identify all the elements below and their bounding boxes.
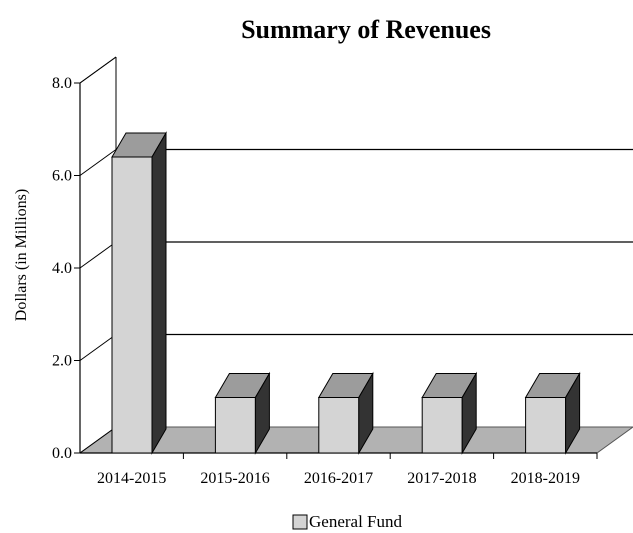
bar-2015-2016-side xyxy=(254,371,270,455)
x-tick-label-2015-2016: 2015-2016 xyxy=(200,470,269,487)
bar-2017-2018-side xyxy=(461,371,477,455)
y-tick-label: 4.0 xyxy=(52,260,72,277)
y-axis-label: Dollars (in Millions) xyxy=(13,189,30,321)
y-tick-label: 6.0 xyxy=(52,168,72,185)
bar-2014-2015-side xyxy=(151,131,167,455)
legend: General Fund xyxy=(292,512,403,531)
chart-title: Summary of Revenues xyxy=(241,15,491,44)
bar-2016-2017-side xyxy=(358,371,374,455)
y-tick-label: 2.0 xyxy=(52,353,72,370)
plot-area: 0.0 2.0 4.0 6.0 8.0 2014-2015 2015-2016 2016-20… xyxy=(52,56,633,487)
bar-2018-2019-front xyxy=(525,397,567,454)
bar-2017-2018-front xyxy=(421,397,463,454)
x-tick-label-2017-2018: 2017-2018 xyxy=(407,470,476,487)
bar-2016-2017-front xyxy=(318,397,360,454)
gridline-depth xyxy=(79,241,117,269)
gridline-depth xyxy=(79,149,117,176)
legend-label-general-fund: General Fund xyxy=(309,512,403,531)
x-tick-label-2016-2017: 2016-2017 xyxy=(304,470,373,487)
x-tick-label-2018-2019: 2018-2019 xyxy=(511,470,580,487)
y-tick-label: 8.0 xyxy=(52,75,72,92)
bar-2014-2015-front xyxy=(111,156,153,454)
gridline-depth xyxy=(79,334,117,361)
bar-2018-2019-side xyxy=(565,371,581,455)
gridline-depth xyxy=(79,426,117,454)
bar-2015-2016-front xyxy=(214,397,256,454)
y-tick-label: 0.0 xyxy=(52,445,72,462)
legend-swatch xyxy=(292,514,308,530)
top-depth-edge xyxy=(79,56,117,84)
x-tick-label-2014-2015: 2014-2015 xyxy=(97,470,166,487)
